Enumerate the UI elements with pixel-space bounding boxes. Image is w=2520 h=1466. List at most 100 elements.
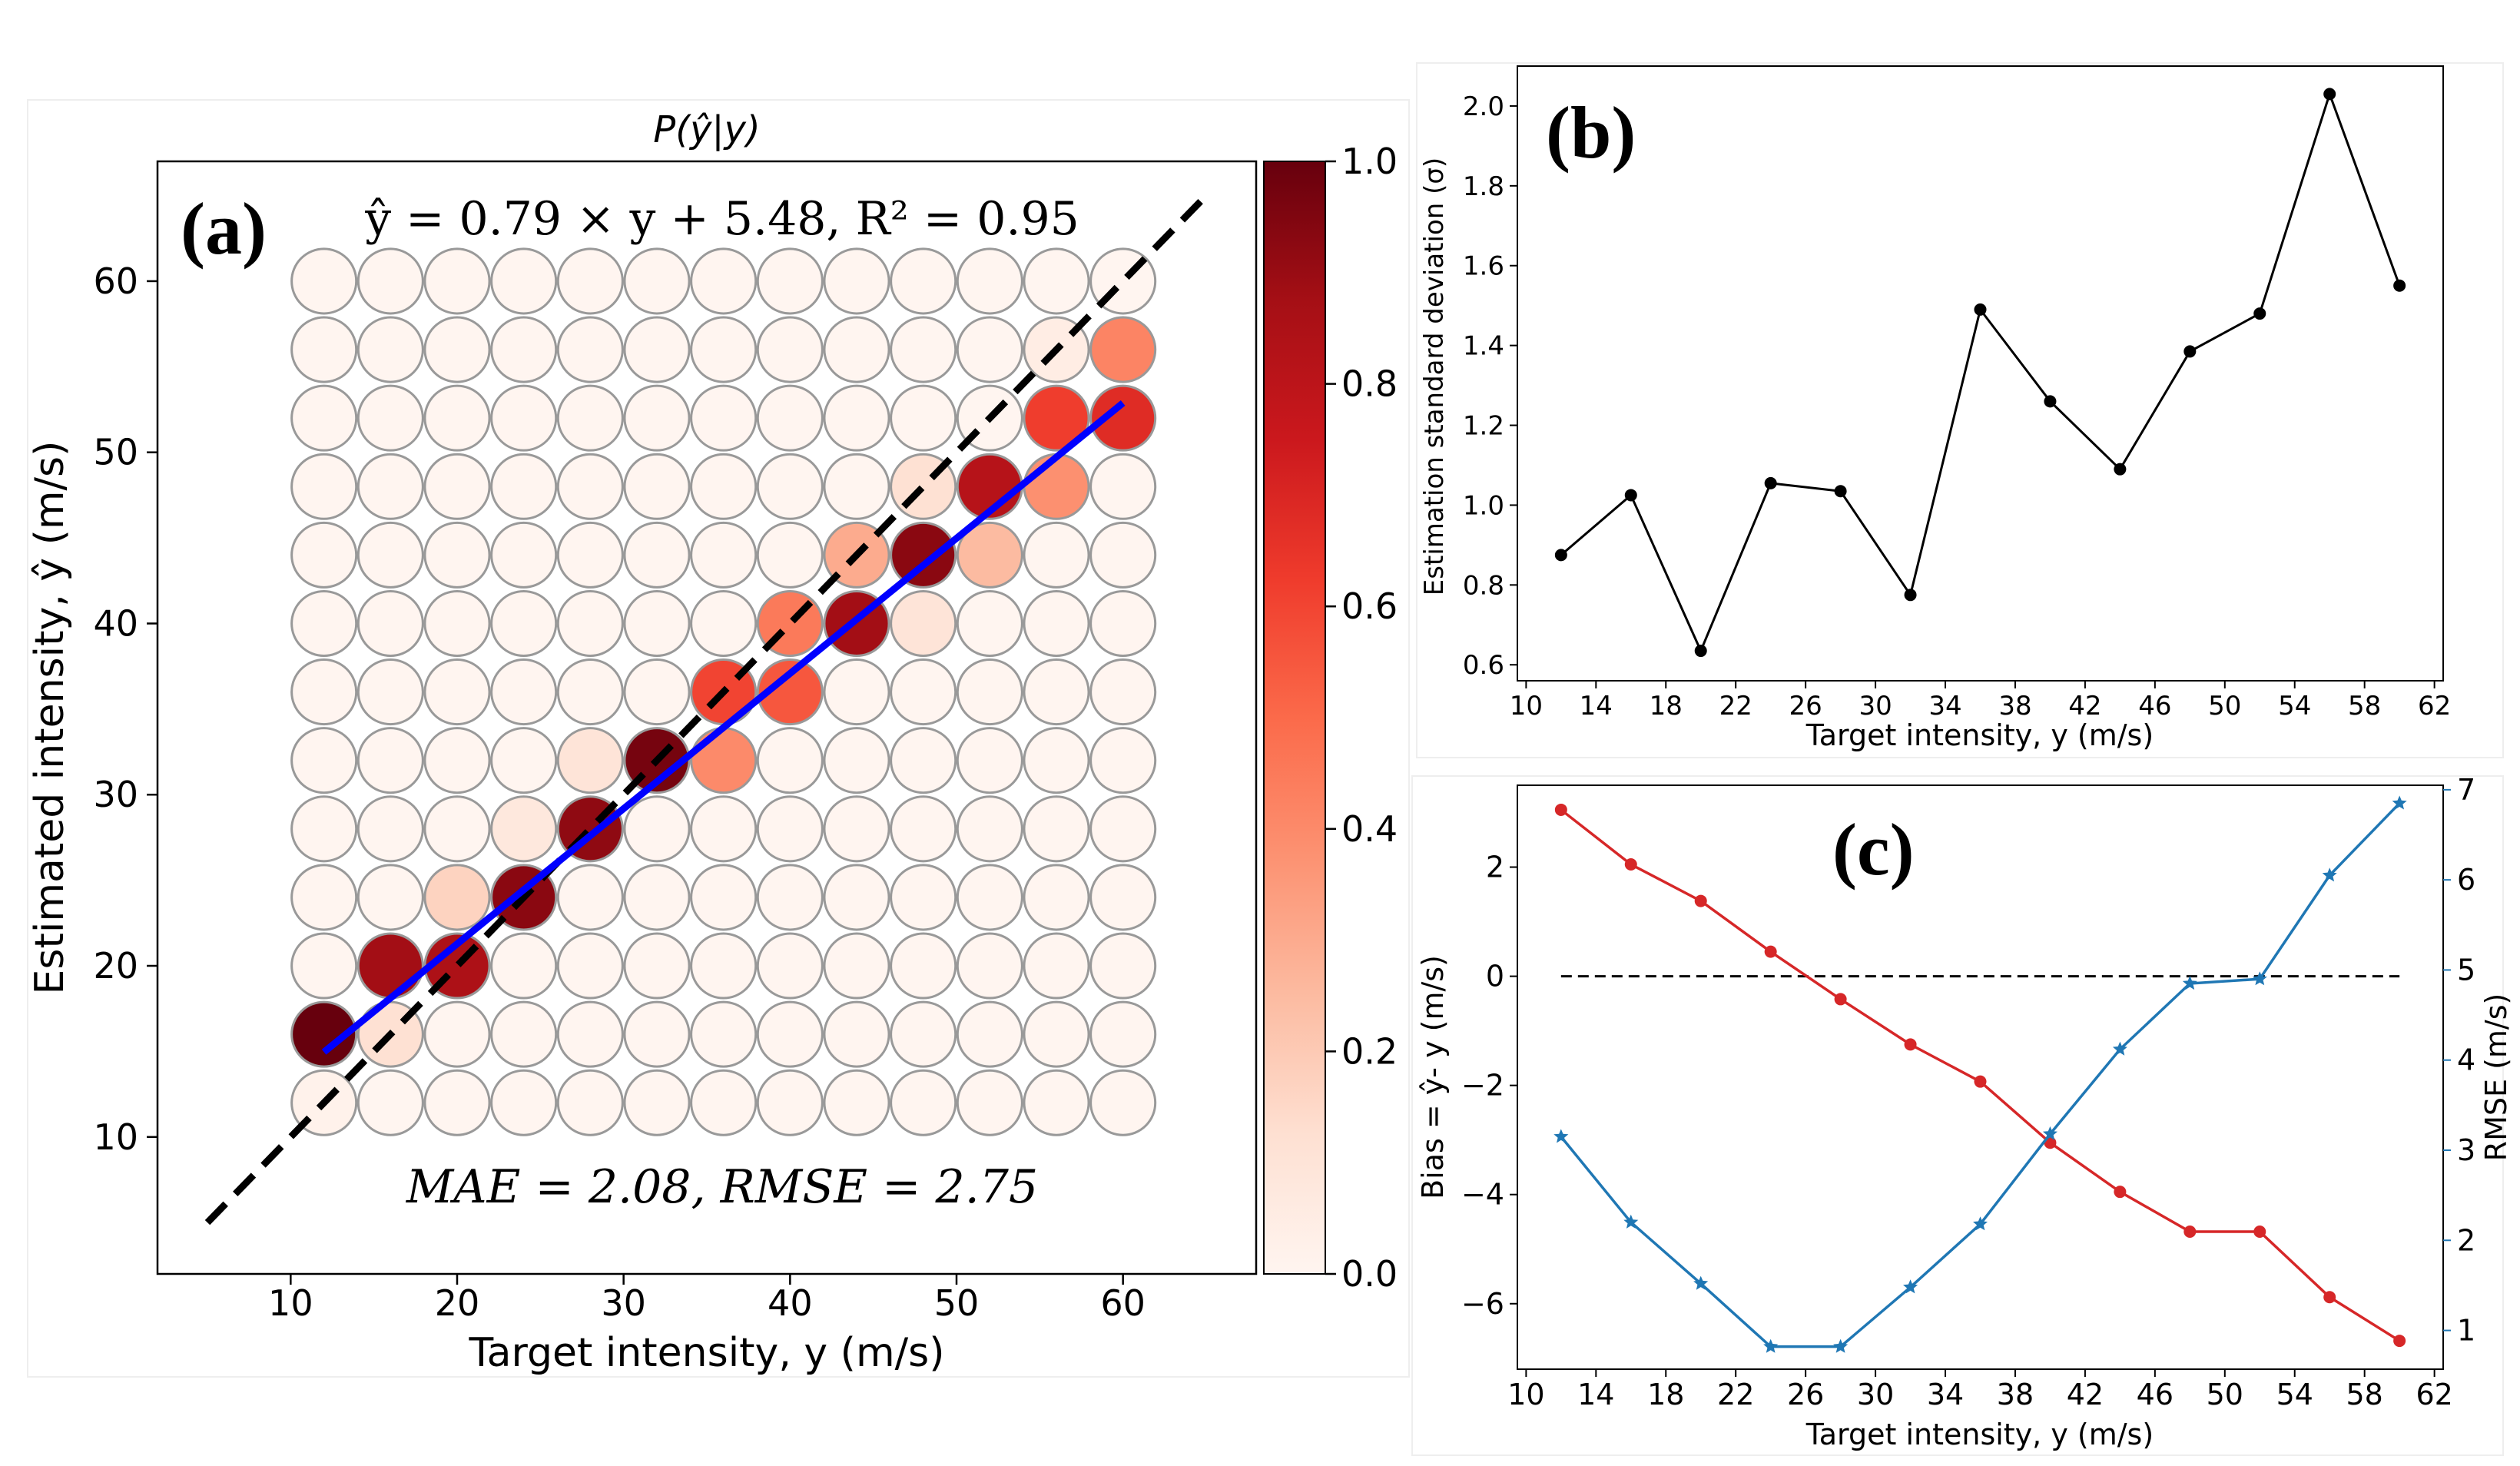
rmse-point — [2252, 971, 2267, 986]
heatmap-cell — [1023, 932, 1090, 1000]
x-tick-label: 60 — [1100, 1282, 1146, 1324]
heatmap-cell — [290, 864, 358, 931]
bias-point — [2393, 1335, 2406, 1348]
sigma-point — [2183, 345, 2197, 358]
x-tick-label: 34 — [1928, 691, 1961, 721]
heatmap-cell — [1023, 795, 1090, 863]
heatmap-cell — [490, 658, 558, 726]
x-tick-label: 10 — [1507, 1378, 1544, 1411]
heatmap-cell — [690, 795, 758, 863]
heatmap-cell — [356, 453, 424, 520]
heatmap-cell — [756, 1069, 824, 1136]
heatmap-cell — [690, 1000, 758, 1068]
panel-label-a: (a) — [181, 187, 267, 270]
sigma-point — [1904, 589, 1917, 602]
heatmap-cell — [423, 864, 491, 931]
heatmap-cell — [623, 1069, 691, 1136]
heatmap-cell — [890, 1069, 957, 1136]
heatmap-cell — [356, 1069, 424, 1136]
y-tick-label: 10 — [93, 1116, 138, 1158]
y-tick-label: 1.2 — [1463, 411, 1504, 442]
heatmap-cell — [1023, 247, 1090, 315]
heatmap-cell — [490, 589, 558, 658]
colorbar-tick-label: 0.2 — [1341, 1030, 1398, 1072]
heatmap-cell — [356, 384, 424, 452]
y-tick-label: 1.6 — [1463, 251, 1504, 282]
heatmap-cell — [1023, 1000, 1090, 1068]
rmse-point — [1623, 1214, 1639, 1229]
heatmap-cell — [556, 384, 624, 452]
rmse-point — [2182, 976, 2197, 990]
y-left-tick-label: −6 — [1461, 1287, 1504, 1321]
y-tick-label: 1.0 — [1463, 490, 1504, 521]
x-tick-label: 58 — [2346, 1378, 2383, 1411]
heatmap-cell — [623, 589, 691, 658]
heatmap-cell — [556, 1069, 624, 1136]
rmse-point — [1833, 1338, 1849, 1353]
heatmap-cell — [290, 795, 358, 863]
heatmap-cell — [290, 727, 358, 794]
bias-point — [1974, 1075, 1987, 1088]
heatmap-cell — [956, 316, 1023, 383]
heatmap-cell — [956, 589, 1023, 658]
heatmap-cell — [756, 795, 824, 863]
heatmap-cell — [490, 795, 558, 863]
heatmap-cell — [690, 727, 758, 794]
panel-b: 10 14 18 22 26 30 34 38 42 46 50 54 58 62 0.6 0.8 1.0 1.2… — [1416, 62, 2504, 758]
heatmap-cell — [823, 1069, 890, 1136]
heatmap-cell — [290, 1000, 358, 1068]
heatmap-cell — [890, 316, 957, 383]
heatmap-cell — [823, 795, 890, 863]
x-tick-label: 46 — [2138, 691, 2171, 721]
heatmap-cell — [690, 247, 758, 315]
y-right-tick-label: 3 — [2457, 1133, 2475, 1167]
heatmap-cell — [623, 384, 691, 452]
sigma-point — [1974, 303, 1987, 316]
x-tick-label: 38 — [1998, 691, 2031, 721]
heatmap-cell — [423, 316, 491, 383]
panel-c-ylabel-bias: Bias = ŷ- y (m/s) — [1416, 955, 1450, 1199]
x-tick-label: 10 — [1510, 691, 1543, 721]
heatmap-cell — [1089, 932, 1157, 1000]
bias-point — [2253, 1226, 2266, 1239]
heatmap-cell — [423, 453, 491, 520]
heatmap-cell — [1089, 1000, 1157, 1068]
heatmap-cell — [356, 932, 424, 1000]
panel-a-xlabel: Target intensity, y (m/s) — [468, 1330, 944, 1376]
bias-point — [1554, 803, 1567, 816]
sigma-point — [1834, 485, 1847, 498]
panel-label-b: (b) — [1546, 91, 1636, 174]
heatmap-cell — [356, 589, 424, 658]
heatmap-cell — [423, 247, 491, 315]
heatmap-cell — [890, 247, 957, 315]
heatmap-cell — [490, 247, 558, 315]
panel-a-lines — [204, 193, 1209, 1226]
heatmap-cell — [556, 932, 624, 1000]
rmse-point — [1903, 1279, 1918, 1294]
heatmap-cell — [356, 727, 424, 794]
rmse-point — [1553, 1129, 1569, 1143]
heatmap-cell — [490, 727, 558, 794]
y-left-tick-label: 2 — [1486, 851, 1504, 884]
heatmap-cell — [956, 932, 1023, 1000]
regression-fit-line — [321, 400, 1126, 1055]
heatmap-cell — [956, 864, 1023, 931]
heatmap-cell — [623, 795, 691, 863]
x-tick-label: 30 — [1857, 1378, 1894, 1411]
x-tick-label: 58 — [2348, 691, 2381, 721]
sigma-point — [1624, 489, 1637, 502]
heatmap-cell — [556, 864, 624, 931]
colorbar-tick-label: 0.4 — [1341, 808, 1398, 850]
heatmap-cell — [356, 864, 424, 931]
heatmap-cell — [890, 384, 957, 452]
heatmap-cell — [1089, 589, 1157, 658]
x-tick-label: 34 — [1927, 1378, 1964, 1411]
sigma-point — [1764, 476, 1777, 489]
heatmap-cell — [556, 247, 624, 315]
heatmap-cell — [623, 1000, 691, 1068]
rmse-point — [2322, 867, 2337, 882]
heatmap-cell — [1089, 795, 1157, 863]
x-tick-label: 18 — [1650, 691, 1683, 721]
rmse-point — [2042, 1126, 2057, 1140]
heatmap-cell — [690, 589, 758, 658]
